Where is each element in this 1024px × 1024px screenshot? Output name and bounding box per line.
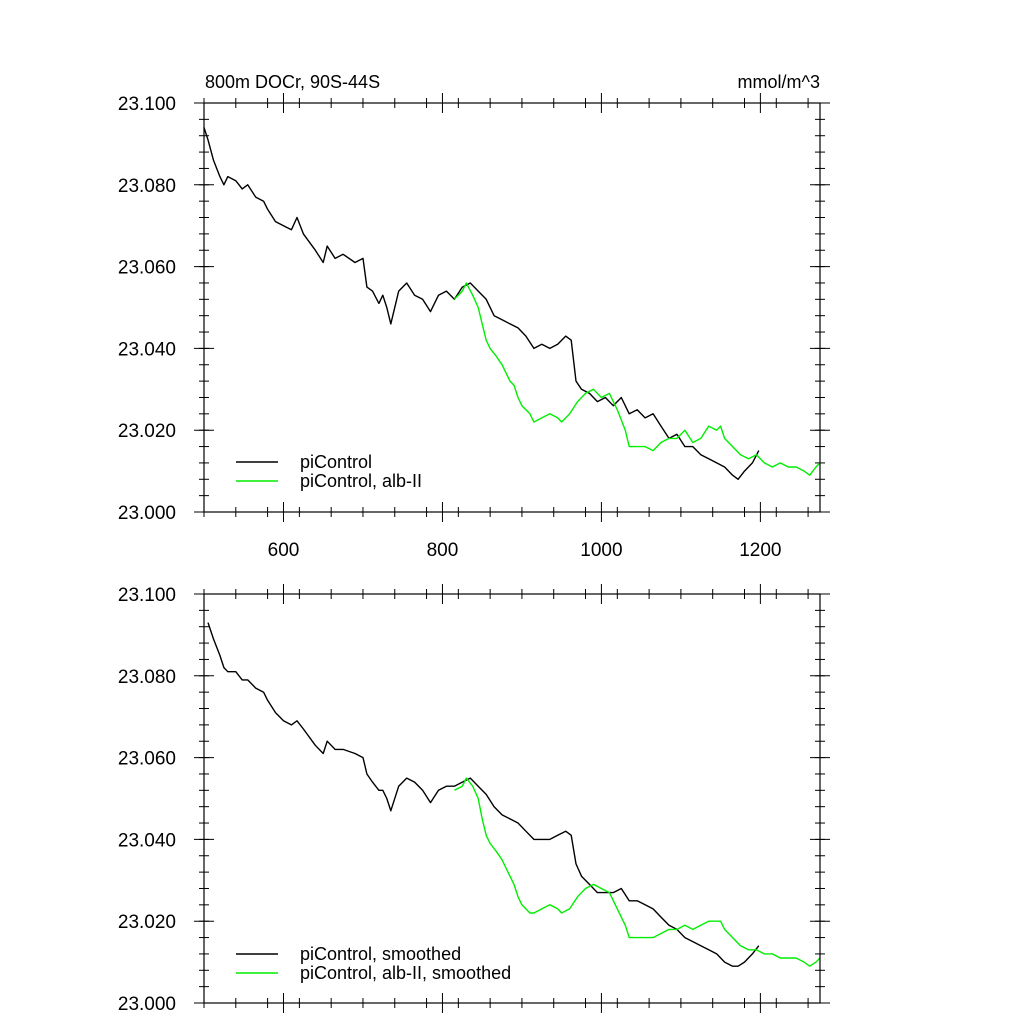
x-tick-label: 1200	[739, 540, 781, 561]
y-tick-label: 23.040	[118, 830, 176, 851]
bottom-panel-series	[207, 622, 821, 967]
bottom-panel-y-tick-labels: 23.000 23.020 23.040 23.060 23.080 23.100	[118, 585, 176, 1015]
top-panel-ticks	[194, 93, 830, 522]
legend-label: piControl	[300, 452, 372, 472]
bottom-panel-ticks	[194, 584, 830, 1013]
units-label: mmol/m^3	[738, 72, 820, 92]
top-panel-series	[203, 127, 821, 480]
x-tick-label: 1000	[580, 540, 622, 561]
chart-title: 800m DOCr, 90S-44S	[205, 72, 380, 92]
y-tick-label: 23.060	[118, 749, 176, 770]
series-line-green	[454, 777, 821, 967]
x-tick-label: 600	[268, 540, 300, 561]
y-tick-label: 23.000	[118, 503, 176, 524]
x-tick-label: 800	[427, 540, 459, 561]
y-tick-label: 23.100	[118, 94, 176, 115]
y-tick-label: 23.060	[118, 258, 176, 279]
y-tick-label: 23.000	[118, 994, 176, 1015]
bottom-panel: 23.000 23.020 23.040 23.060 23.080 23.100 piC…	[118, 584, 830, 1015]
legend-label: piControl, smoothed	[300, 944, 461, 964]
bottom-panel-frame	[203, 593, 821, 1004]
y-tick-label: 23.040	[118, 339, 176, 360]
series-line-green	[453, 282, 821, 476]
legend-label: piControl, alb-II, smoothed	[300, 963, 511, 983]
legend-label: piControl, alb-II	[300, 471, 422, 491]
series-line-black	[207, 622, 760, 967]
top-panel-y-tick-labels: 23.000 23.020 23.040 23.060 23.080 23.100	[118, 94, 176, 524]
top-panel-frame	[203, 102, 821, 513]
y-tick-label: 23.080	[118, 176, 176, 197]
y-tick-label: 23.020	[118, 912, 176, 933]
y-tick-label: 23.020	[118, 421, 176, 442]
top-panel-x-tick-labels: 600 800 1000 1200	[268, 540, 782, 561]
y-tick-label: 23.080	[118, 667, 176, 688]
series-line-black	[203, 127, 760, 480]
top-panel: 800m DOCr, 90S-44S mmol/m^3 23.000 23.020…	[118, 72, 830, 561]
y-tick-label: 23.100	[118, 585, 176, 606]
